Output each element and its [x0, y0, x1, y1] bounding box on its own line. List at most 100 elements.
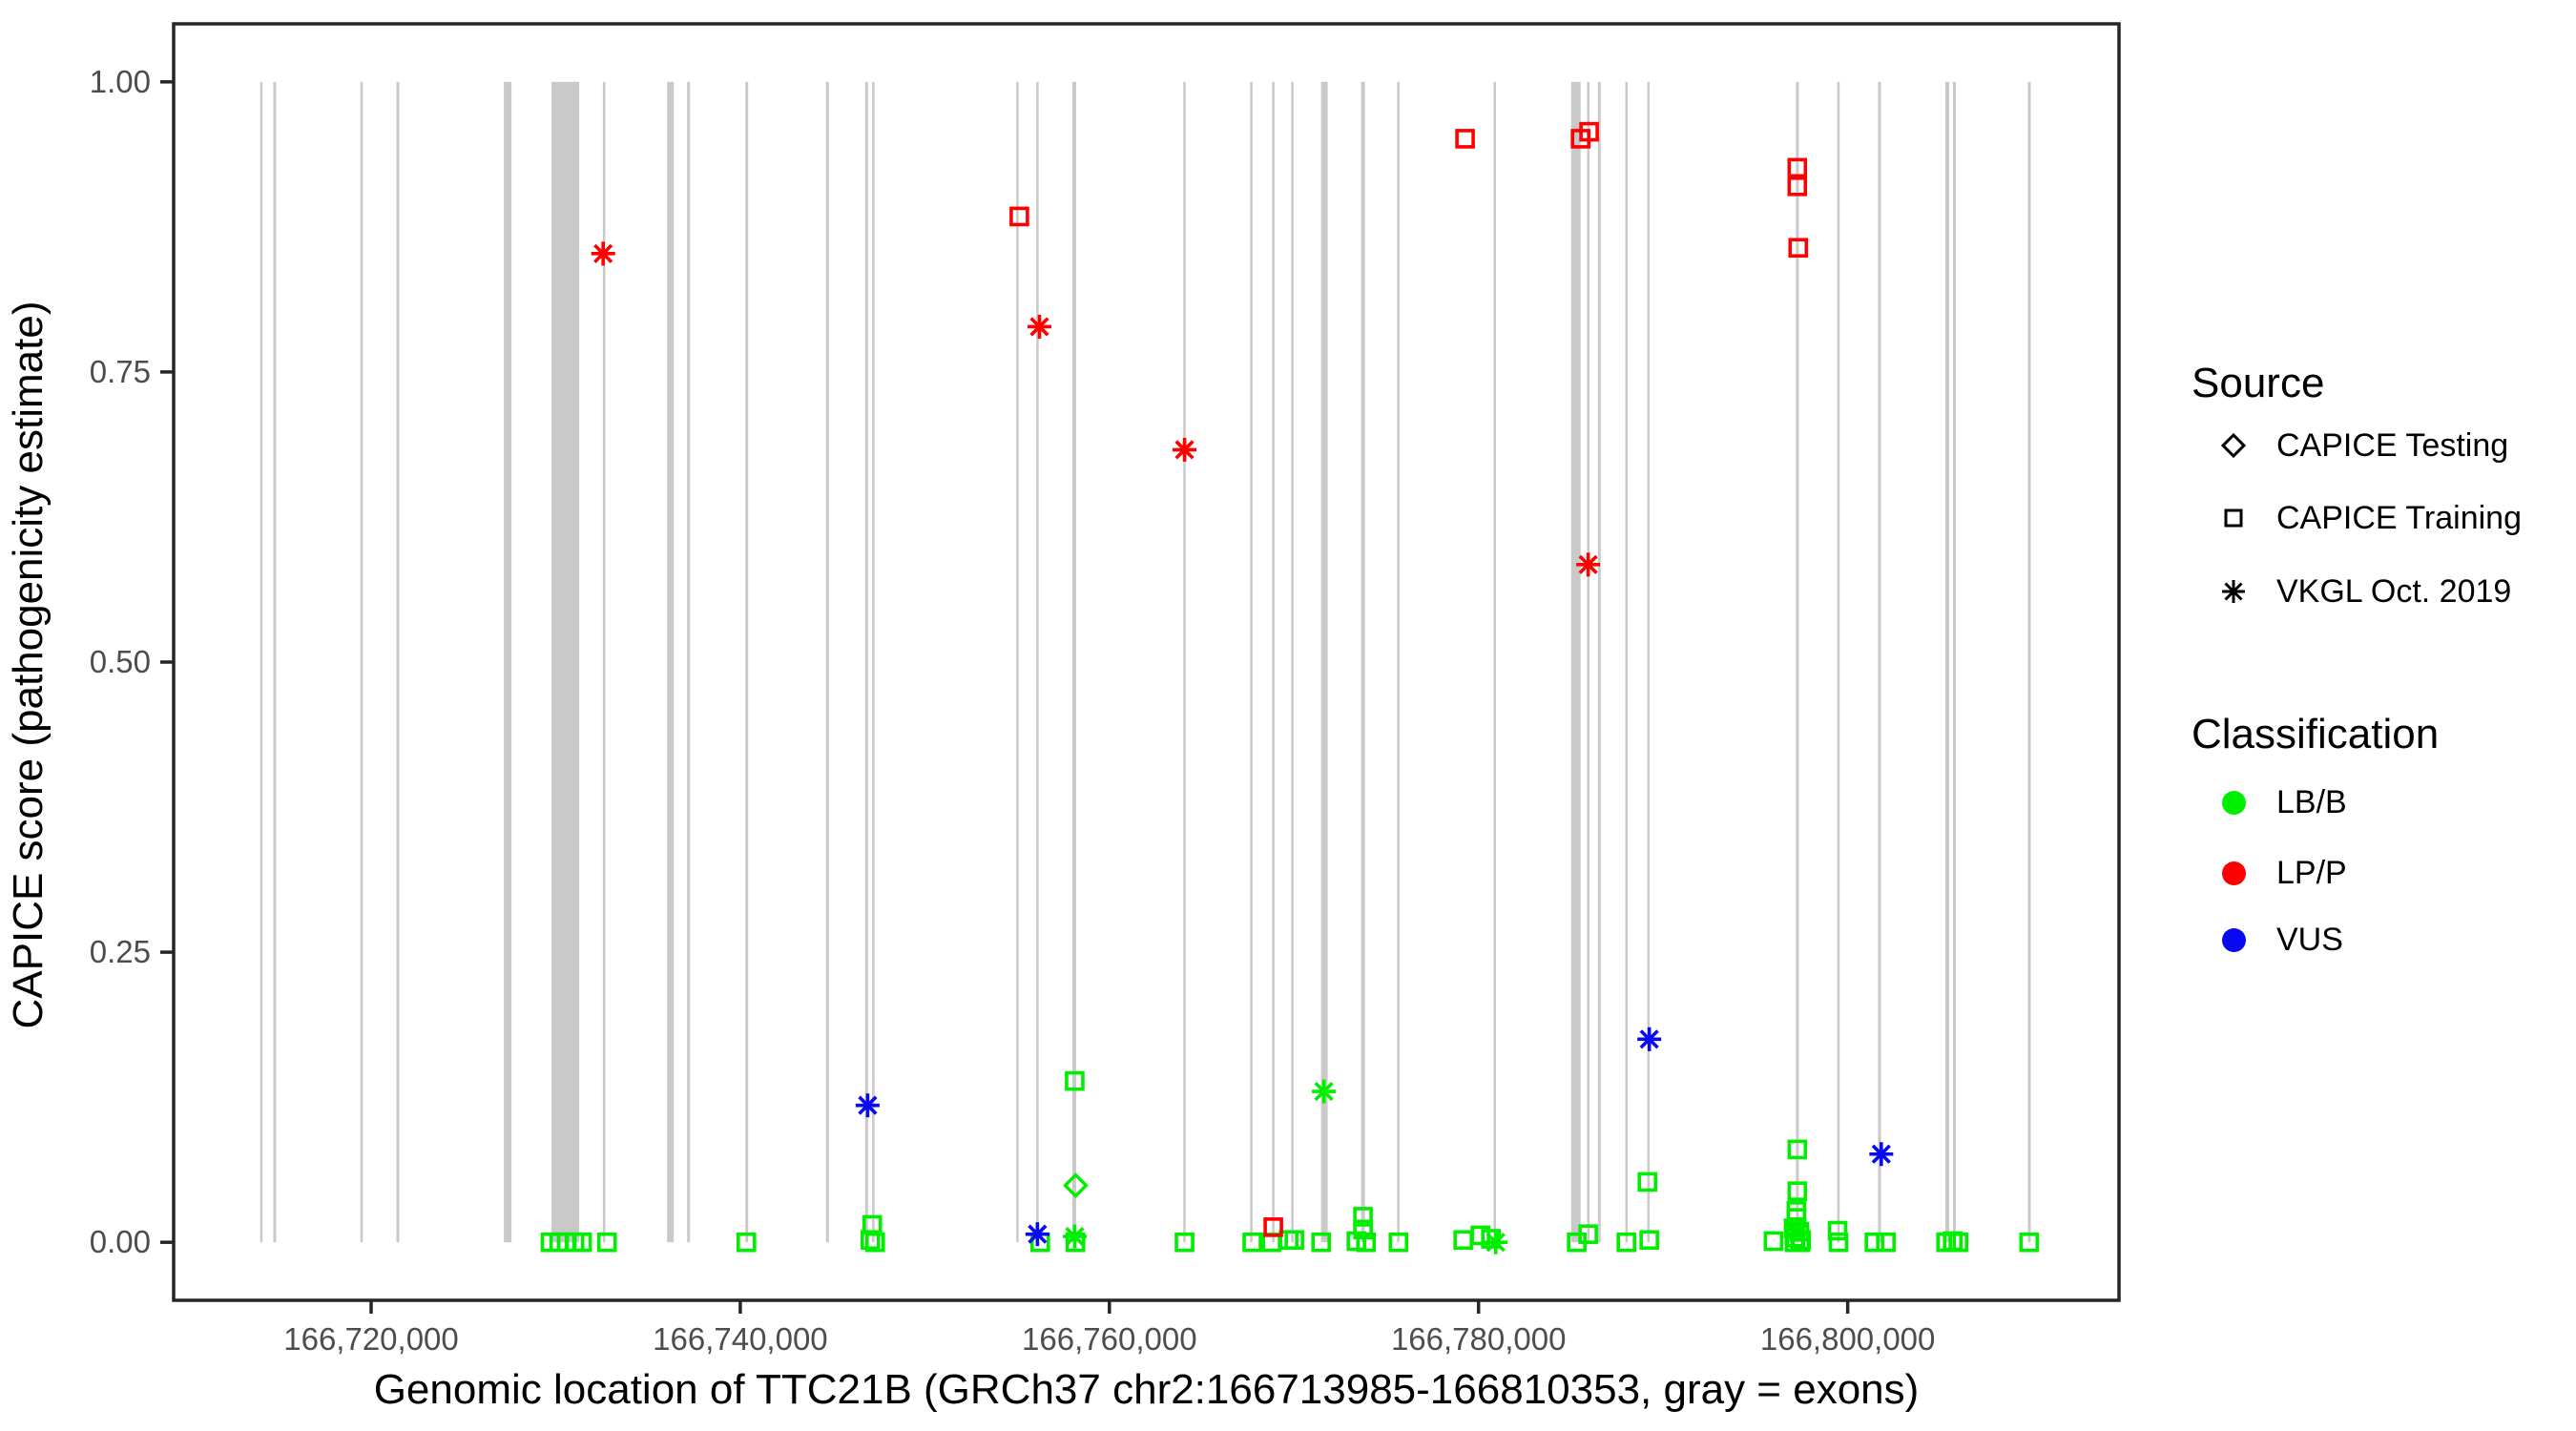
point-square	[1787, 157, 1808, 178]
exon-bar	[1493, 81, 1496, 1243]
exon-bar	[2027, 81, 2031, 1243]
point-square	[1009, 206, 1029, 227]
diamond-icon	[2210, 425, 2257, 467]
exon-bar	[1397, 81, 1400, 1243]
red-dot-icon	[2210, 852, 2257, 894]
exon-bar	[1071, 81, 1076, 1243]
point-square	[2019, 1232, 2040, 1253]
exon-bar	[1597, 81, 1601, 1243]
exon-bar	[396, 81, 400, 1243]
point-square	[571, 1232, 592, 1253]
point-square	[1356, 1232, 1377, 1253]
point-square	[1311, 1232, 1332, 1253]
x-axis-title: Genomic location of TTC21B (GRCh37 chr2:…	[373, 1366, 1920, 1413]
exon-bar	[1647, 81, 1651, 1243]
point-diamond	[1063, 1172, 1089, 1198]
point-asterisk	[1576, 552, 1601, 577]
point-square	[736, 1232, 757, 1253]
x-tick-label: 166,780,000	[1391, 1321, 1567, 1357]
exon-bar	[667, 81, 675, 1243]
point-square	[1827, 1220, 1848, 1241]
point-square	[1790, 1232, 1811, 1253]
point-asterisk	[1637, 1027, 1662, 1051]
point-asterisk	[1027, 314, 1051, 339]
point-square	[1453, 1230, 1473, 1251]
exon-bar	[260, 81, 263, 1243]
point-square	[1876, 1232, 1896, 1253]
y-tick-label: 0.00	[90, 1224, 151, 1259]
point-square	[1948, 1232, 1968, 1253]
point-square	[1284, 1230, 1304, 1251]
y-tick-label: 0.25	[90, 934, 151, 969]
legend-source-title: Source	[2192, 360, 2325, 406]
point-square	[1579, 121, 1599, 142]
exon-bar	[1272, 81, 1275, 1243]
exon-bar	[1016, 81, 1019, 1243]
legend-item-lpp: LP/P	[2210, 852, 2347, 894]
legend-label: CAPICE Testing	[2276, 426, 2509, 464]
exon-bar	[1250, 81, 1253, 1243]
point-square	[1787, 1139, 1808, 1160]
point-square	[1786, 1208, 1807, 1228]
exon-bar	[1625, 81, 1629, 1243]
legend-item-vus: VUS	[2210, 919, 2343, 961]
y-axis-title: CAPICE score (pathogenicity estimate)	[5, 301, 52, 1029]
point-square	[1263, 1217, 1283, 1237]
legend-item-vkgl: VKGL Oct. 2019	[2210, 570, 2511, 612]
point-square	[1864, 1232, 1884, 1253]
exon-bar	[1878, 81, 1881, 1243]
y-tick-label: 0.50	[90, 644, 151, 679]
exon-bar	[504, 81, 512, 1243]
point-square	[1639, 1230, 1659, 1251]
point-square	[1174, 1232, 1195, 1253]
point-asterisk	[1025, 1222, 1049, 1247]
legend-label: CAPICE Training	[2276, 499, 2522, 536]
x-tick-label: 166,720,000	[283, 1321, 459, 1357]
point-square	[1787, 1181, 1808, 1201]
point-asterisk	[855, 1093, 880, 1118]
exon-bar	[872, 81, 875, 1243]
point-asterisk	[591, 241, 615, 266]
exon-bar	[864, 81, 868, 1243]
point-square	[596, 1232, 617, 1253]
point-asterisk	[1312, 1079, 1337, 1104]
blue-dot-icon	[2210, 919, 2257, 961]
legend-label: LB/B	[2276, 783, 2347, 820]
point-square	[865, 1232, 885, 1253]
legend-label: VUS	[2276, 921, 2343, 958]
exon-bar	[1837, 81, 1840, 1243]
point-square	[1578, 1224, 1598, 1244]
point-asterisk	[1484, 1230, 1508, 1255]
point-square	[1788, 238, 1809, 259]
point-square	[1763, 1231, 1784, 1252]
exon-bar	[745, 81, 749, 1243]
y-tick-label: 1.00	[90, 64, 151, 99]
point-square	[1242, 1232, 1262, 1253]
exon-bar	[1570, 81, 1581, 1243]
exon-bar	[687, 81, 691, 1243]
y-tick-label: 0.75	[90, 354, 151, 389]
panel-border	[172, 22, 2121, 1302]
asterisk-icon	[2210, 570, 2257, 612]
exon-bar	[1036, 81, 1039, 1243]
x-tick-label: 166,800,000	[1760, 1321, 1936, 1357]
exon-bar	[1361, 81, 1365, 1243]
point-asterisk	[1173, 437, 1197, 462]
square-icon	[2210, 497, 2257, 539]
legend-item-capice-training: CAPICE Training	[2210, 497, 2522, 539]
point-square	[1065, 1070, 1085, 1091]
exon-bar	[360, 81, 364, 1243]
exon-bar	[1587, 81, 1590, 1243]
exon-bar	[273, 81, 277, 1243]
exon-bar	[551, 81, 580, 1243]
legend-label: LP/P	[2276, 854, 2347, 891]
point-square	[1616, 1232, 1636, 1253]
point-square	[1828, 1232, 1849, 1253]
point-asterisk	[1869, 1142, 1894, 1167]
exon-bar	[1291, 81, 1294, 1243]
point-square	[1455, 129, 1475, 149]
exon-bar	[1945, 81, 1950, 1243]
point-square	[1787, 176, 1808, 197]
